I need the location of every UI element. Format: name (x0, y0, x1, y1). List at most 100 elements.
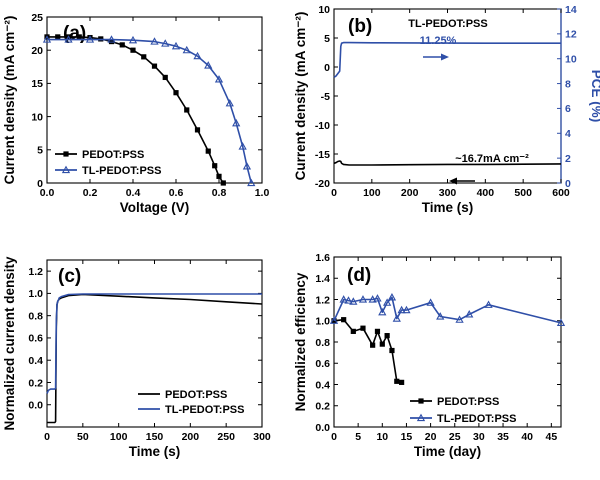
data-point (350, 328, 356, 334)
data-point (344, 296, 353, 304)
series-line-0 (333, 41, 561, 79)
data-point (384, 333, 390, 339)
x-axis-label: Voltage (V) (120, 200, 190, 215)
data-point (426, 298, 435, 306)
data-point (389, 347, 395, 354)
x-tick-label: 400 (477, 187, 495, 199)
y2-tick-label: 14 (565, 4, 577, 16)
data-point (374, 328, 381, 334)
y-tick-label: 0.6 (315, 358, 330, 370)
y-axis-label: Current density (mA cm⁻²) (2, 16, 17, 185)
data-point (247, 178, 256, 187)
data-point (242, 162, 252, 170)
legend-label: TL-PEDOT:PSS (165, 404, 244, 416)
y2-tick-label: 10 (565, 54, 577, 66)
data-point (128, 35, 138, 44)
panel-c: 0 50 100 150 200 250 300 0.0 0.2 0.4 0.6 0.8 1.0 1.2 T… (2, 256, 271, 459)
panel-label: (d) (347, 265, 371, 286)
x-tick-label: 100 (110, 431, 128, 443)
data-point (394, 378, 400, 384)
y-tick-label: 1.6 (315, 252, 330, 264)
x-tick-label: 25 (449, 431, 461, 443)
y2-axis-label: PCE (%) (589, 70, 600, 123)
y-axis-label: Current density (mA cm⁻²) (293, 12, 308, 181)
panel-d: 0 5 10 15 20 25 30 35 40 45 0.0 0.2 0.4 0.6 0.8 1.0 1.2 1… (293, 252, 566, 459)
data-point (392, 314, 401, 322)
x-tick-label: 0.6 (169, 187, 184, 199)
y-tick-label: 1.2 (315, 294, 330, 306)
data-point (214, 75, 224, 83)
y-tick-label: -15 (315, 149, 330, 161)
series-line-1 (46, 293, 262, 394)
y2-tick-label: 4 (565, 128, 571, 140)
data-point (378, 307, 387, 316)
data-point (360, 325, 366, 331)
panel-label: (c) (58, 266, 81, 287)
current-annotation: ~16.7mA cm⁻² (455, 153, 529, 165)
x-tick-label: 20 (425, 431, 437, 443)
data-point (341, 317, 347, 323)
data-point (182, 45, 191, 54)
y2-tick-label: 0 (565, 178, 571, 190)
data-point (107, 35, 116, 43)
data-point (358, 295, 368, 303)
data-point (368, 295, 377, 303)
y-tick-label: 0 (37, 178, 43, 190)
y-tick-label: -5 (321, 91, 330, 103)
y-tick-label: 10 (318, 4, 330, 16)
data-point (87, 34, 93, 41)
y-tick-label: 15 (31, 78, 43, 90)
y-tick-label: 1.4 (315, 273, 330, 285)
y-tick-label: 0.4 (315, 379, 330, 391)
x-tick-label: 500 (514, 187, 532, 199)
data-point (455, 315, 464, 323)
data-point (108, 38, 115, 45)
data-point (205, 148, 211, 154)
panel-a: 0.0 0.2 0.4 0.6 0.8 1.0 0 5 10 15 20 25 Voltage (V) C… (2, 12, 269, 215)
data-point (161, 39, 170, 47)
y2-tick-label: 6 (565, 103, 571, 115)
panel-title: TL-PEDOT:PSS (408, 18, 487, 30)
y-tick-label: 10 (31, 111, 43, 123)
x-tick-label: 100 (363, 187, 381, 199)
data-point (76, 34, 82, 40)
x-tick-label: 0.8 (212, 187, 227, 199)
x-tick-label: 1.0 (255, 187, 270, 199)
x-axis-label: Time (s) (422, 200, 474, 215)
x-tick-label: 150 (146, 431, 164, 443)
data-point (373, 294, 382, 302)
y-tick-label: 20 (31, 45, 43, 57)
x-tick-label: 50 (77, 431, 89, 443)
legend-label: TL-PEDOT:PSS (82, 165, 161, 177)
data-point (399, 379, 405, 385)
data-point (397, 305, 406, 314)
series-line-1 (333, 296, 562, 324)
data-point (238, 142, 247, 150)
y-tick-label: 0.2 (315, 401, 330, 413)
y-tick-label: 0.8 (315, 337, 330, 349)
data-point (204, 61, 213, 69)
data-point (232, 118, 241, 127)
data-point (171, 41, 181, 50)
legend-marker (63, 151, 69, 157)
series-line-1 (333, 160, 562, 166)
data-point (141, 54, 147, 60)
x-tick-label: 10 (376, 431, 388, 443)
y-tick-label: 0.0 (315, 422, 330, 434)
data-point (379, 341, 385, 347)
legend-label: PEDOT:PSS (165, 389, 227, 401)
data-point (42, 35, 52, 43)
data-point (162, 74, 168, 81)
x-tick-label: 300 (439, 187, 457, 199)
data-point (194, 127, 201, 133)
x-tick-label: 0.4 (126, 187, 141, 199)
data-point (85, 35, 95, 43)
legend-label: PEDOT:PSS (437, 396, 499, 408)
legend-label: TL-PEDOT:PSS (437, 413, 516, 425)
y-tick-label: 1.0 (28, 288, 43, 300)
panel-b: 0 100 200 300 400 500 600-20-15-10-50510024681… (293, 4, 600, 215)
y-tick-label: 1.2 (28, 266, 43, 278)
y-tick-label: 0 (324, 62, 330, 74)
y-tick-label: -10 (315, 120, 330, 132)
